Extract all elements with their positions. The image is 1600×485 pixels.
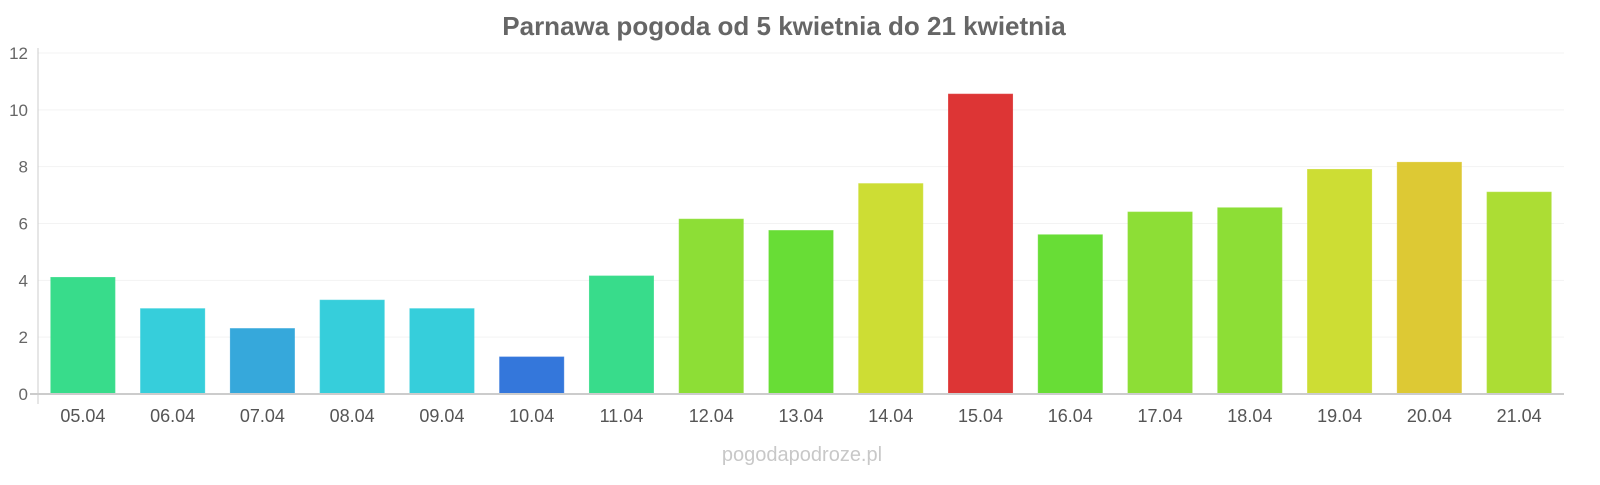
x-tick-label: 11.04: [600, 406, 644, 426]
y-tick-label: 8: [19, 158, 28, 177]
chart-title: Parnawa pogoda od 5 kwietnia do 21 kwiet…: [502, 11, 1066, 41]
bar-16.04[interactable]: [1037, 234, 1103, 395]
x-tick-label: 06.04: [150, 406, 195, 426]
bar-20.04[interactable]: [1396, 161, 1462, 395]
y-tick-label: 0: [19, 385, 28, 404]
bar-13.04[interactable]: [768, 230, 834, 395]
x-tick-label: 07.04: [240, 406, 285, 426]
bar-05.04[interactable]: [50, 276, 116, 395]
x-tick-label: 09.04: [419, 406, 464, 426]
bar-06.04[interactable]: [140, 308, 206, 395]
y-tick-label: 2: [19, 328, 28, 347]
y-tick-label: 4: [19, 271, 28, 290]
x-tick-label: 19.04: [1317, 406, 1362, 426]
bar-10.04[interactable]: [499, 356, 565, 395]
bar-12.04[interactable]: [678, 218, 744, 395]
bar-17.04[interactable]: [1127, 211, 1193, 395]
y-tick-label: 10: [9, 101, 28, 120]
bar-18.04[interactable]: [1217, 207, 1283, 395]
bar-21.04[interactable]: [1486, 191, 1552, 395]
y-tick-label: 12: [9, 44, 28, 63]
x-tick-label: 18.04: [1227, 406, 1272, 426]
bar-11.04[interactable]: [588, 275, 654, 395]
x-tick-label: 08.04: [330, 406, 375, 426]
bar-08.04[interactable]: [319, 299, 385, 395]
x-tick-label: 20.04: [1407, 406, 1452, 426]
x-tick-label: 16.04: [1048, 406, 1093, 426]
x-tick-label: 21.04: [1497, 406, 1542, 426]
x-tick-label: 10.04: [509, 406, 554, 426]
bar-09.04[interactable]: [409, 308, 475, 395]
x-tick-label: 13.04: [778, 406, 823, 426]
y-tick-label: 6: [19, 215, 28, 234]
bar-19.04[interactable]: [1307, 169, 1373, 395]
x-tick-label: 14.04: [868, 406, 913, 426]
bar-15.04[interactable]: [948, 93, 1014, 395]
watermark: pogodapodroze.pl: [722, 444, 882, 466]
x-tick-label: 15.04: [958, 406, 1003, 426]
x-tick-label: 05.04: [60, 406, 105, 426]
bar-07.04[interactable]: [229, 328, 295, 395]
bar-14.04[interactable]: [858, 183, 924, 395]
x-tick-label: 17.04: [1138, 406, 1183, 426]
x-tick-label: 12.04: [689, 406, 734, 426]
